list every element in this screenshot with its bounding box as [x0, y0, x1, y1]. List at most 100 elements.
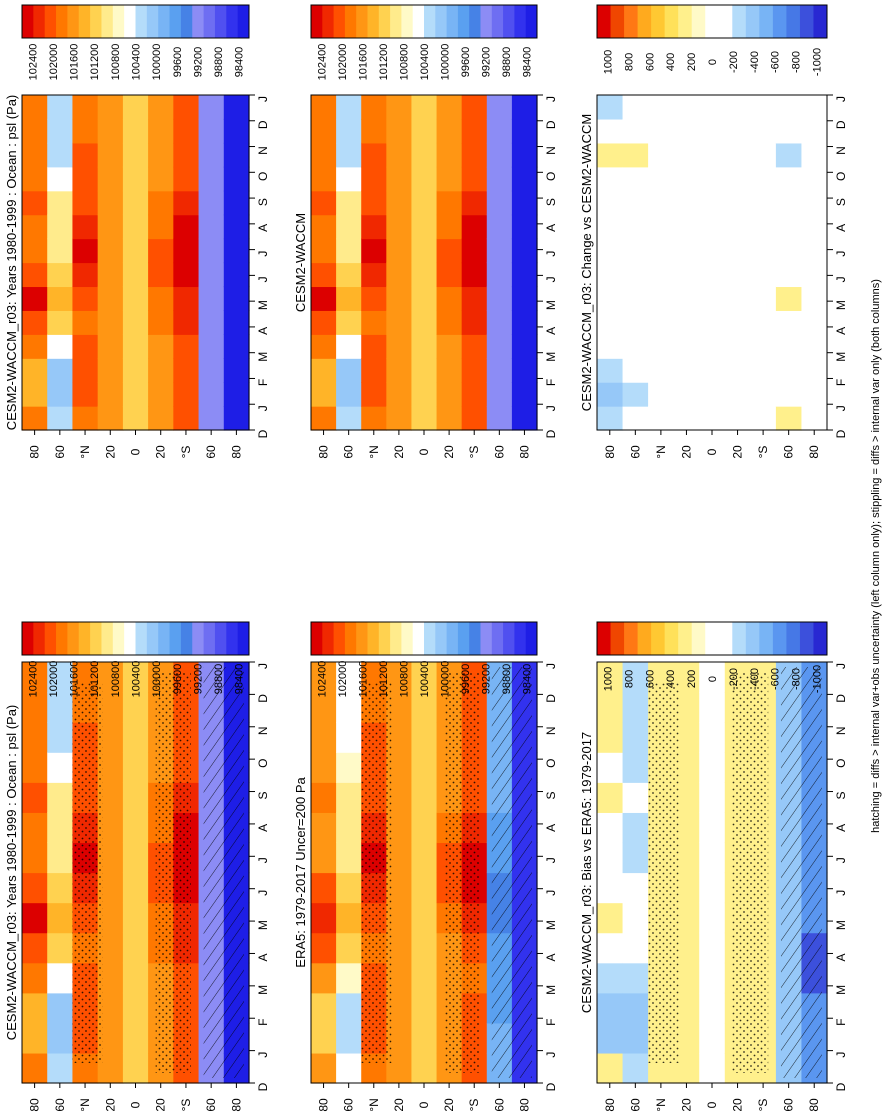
month-tick-label: J [544, 890, 558, 896]
heat-cell [461, 262, 488, 288]
heat-cell [97, 382, 124, 407]
colorbar-tick-label: 100400 [131, 44, 143, 81]
heat-cell [699, 310, 726, 335]
heat-cell [648, 262, 675, 288]
heat-cell [699, 382, 726, 407]
colorbar-swatch [226, 5, 239, 38]
heat-cell [198, 190, 225, 216]
heat-cell [336, 1022, 362, 1054]
month-tick-label: O [544, 172, 558, 181]
month-tick-label: M [256, 920, 270, 930]
heat-cell [673, 238, 700, 264]
month-tick-label: A [256, 824, 270, 832]
heat-cell [622, 262, 649, 288]
lat-tick-label: °S [467, 446, 481, 459]
lat-tick-label: 20 [154, 445, 168, 459]
heat-cell [336, 190, 362, 216]
heat-cell [311, 932, 337, 964]
heat-cell [311, 1022, 337, 1054]
month-tick-label: F [544, 379, 558, 386]
month-tick-label: D [544, 429, 558, 438]
heat-cell [22, 286, 48, 311]
heat-cell [648, 286, 675, 311]
heat-cell [22, 118, 48, 144]
heat-cell [511, 118, 538, 144]
colorbar-tick-label: 102000 [337, 44, 349, 81]
heat-cell [597, 238, 624, 264]
colorbar-swatch [356, 622, 368, 655]
colorbar-swatch [732, 5, 747, 38]
heat-cell [436, 166, 463, 192]
lat-tick-label: 60 [204, 445, 218, 459]
colorbar-tick-label: 1000 [602, 50, 614, 74]
heat-cell [622, 902, 649, 934]
heat-cell [673, 190, 700, 216]
heat-cell [173, 95, 200, 120]
heat-cell [386, 286, 413, 311]
stippling [732, 672, 769, 1073]
colorbar-swatch [732, 622, 747, 655]
heat-cell [311, 118, 337, 144]
heat-cell [336, 238, 362, 264]
lat-tick-label: 20 [731, 445, 745, 459]
month-tick-label: J [834, 857, 848, 863]
heat-cell [336, 118, 362, 144]
heat-cell [361, 166, 387, 192]
colorbar-tick-label: 98400 [522, 47, 534, 78]
lat-tick-label: 80 [603, 1098, 617, 1112]
heat-cell [22, 310, 48, 335]
heat-cell [22, 262, 48, 288]
heat-cell [461, 310, 488, 335]
colorbar-tick-label: 400 [665, 53, 677, 71]
heat-cell [122, 358, 149, 383]
heat-cell [775, 334, 803, 359]
colorbar-swatch [322, 622, 335, 655]
colorbar-tick-label: 101200 [89, 661, 101, 698]
heat-cell [597, 1052, 624, 1084]
heat-cell [622, 334, 649, 359]
heat-cell [622, 238, 649, 264]
heat-cell [173, 334, 200, 359]
heat-cell [336, 214, 362, 240]
month-tick-label: M [544, 352, 558, 362]
heat-cell [361, 118, 387, 144]
heat-cell [386, 406, 413, 431]
colorbar-swatch [367, 622, 380, 655]
heat-cell [22, 1022, 48, 1054]
colorbar-tick-label: 98800 [213, 664, 225, 695]
month-tick-label: D [544, 1082, 558, 1091]
colorbar-swatch [718, 622, 733, 655]
heat-cell [47, 310, 74, 335]
heat-cell [361, 95, 387, 120]
colorbar-swatch [446, 622, 459, 655]
panel-title: CESM2-WACCM_r03: Years 1980-1999 : Ocean… [4, 95, 19, 431]
colorbar-tick-label: 0 [707, 59, 719, 65]
colorbar-tick-label: 99600 [460, 664, 472, 695]
heat-cell [486, 214, 513, 240]
heat-cell [72, 190, 99, 216]
heat-cell [699, 262, 726, 288]
heat-cell [597, 722, 624, 753]
heat-cell [336, 142, 362, 168]
heat-cell [22, 962, 48, 994]
lat-tick-label: 20 [103, 445, 117, 459]
heat-cell [148, 214, 174, 240]
heat-cell [173, 238, 200, 264]
heat-cell [361, 286, 387, 311]
heat-cell [597, 932, 624, 964]
colorbar-tick-label: 101600 [69, 661, 81, 698]
colorbar-swatch [90, 622, 102, 655]
heat-cell [22, 692, 48, 723]
colorbar-tick-label: -400 [749, 668, 761, 690]
heat-cell [72, 214, 99, 240]
heat-cell [461, 190, 488, 216]
month-tick-label: J [834, 251, 848, 257]
heat-cell [511, 310, 538, 335]
month-tick-label: M [256, 985, 270, 995]
heat-cell [97, 286, 124, 311]
heat-cell [511, 262, 538, 288]
heat-cell [511, 334, 538, 359]
heat-cell [511, 190, 538, 216]
heat-cell [411, 752, 438, 783]
heat-cell [750, 214, 777, 240]
